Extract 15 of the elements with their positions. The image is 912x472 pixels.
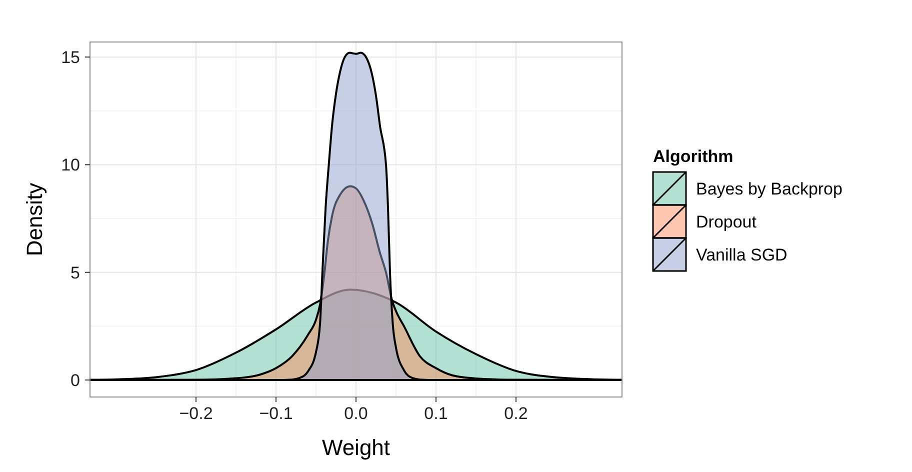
legend-label: Bayes by Backprop: [696, 180, 842, 198]
legend-label: Dropout: [696, 212, 757, 232]
y-tick-label: 10: [61, 156, 80, 175]
legend-label: Vanilla SGD: [696, 246, 788, 264]
x-tick-label: −0.2: [179, 404, 213, 423]
x-tick-label: 0.2: [504, 404, 528, 423]
x-tick-label: 0.0: [344, 404, 368, 423]
y-axis-title: Density: [22, 182, 47, 256]
legend-title: Algorithm: [653, 147, 734, 166]
x-tick-label: −0.1: [259, 404, 293, 423]
y-tick-label: 0: [70, 370, 80, 390]
y-tick-label: 15: [61, 48, 80, 68]
y-tick-label: 5: [70, 263, 80, 282]
x-tick-label: 0.1: [424, 404, 448, 423]
x-axis-title: Weight: [322, 435, 390, 460]
